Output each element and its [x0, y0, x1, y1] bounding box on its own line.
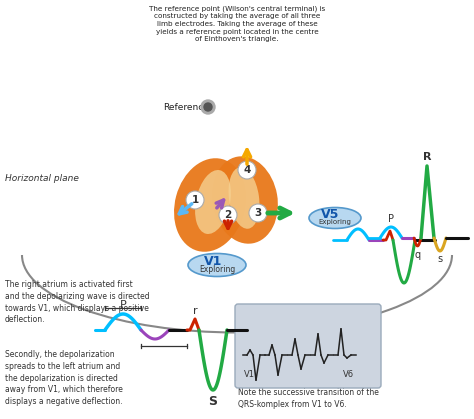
Text: The right atrium is activated first
and the depolarizing wave is directed
toward: The right atrium is activated first and …	[5, 280, 150, 324]
Text: V5: V5	[321, 207, 339, 220]
Text: R: R	[423, 152, 431, 162]
Text: 2: 2	[224, 210, 232, 220]
Text: S: S	[209, 395, 218, 408]
Text: V1: V1	[244, 370, 255, 379]
Text: Reference: Reference	[163, 103, 209, 111]
Text: r: r	[193, 306, 197, 316]
Text: The reference point (Wilson's central terminal) is
constructed by taking the ave: The reference point (Wilson's central te…	[149, 5, 325, 42]
Ellipse shape	[195, 170, 231, 234]
Ellipse shape	[309, 207, 361, 228]
Ellipse shape	[228, 167, 259, 229]
Text: s: s	[438, 254, 443, 264]
Text: Note the successive transition of the
QRS-komplex from V1 to V6.: Note the successive transition of the QR…	[238, 388, 379, 409]
Text: 4: 4	[243, 165, 251, 175]
Circle shape	[238, 161, 256, 179]
Text: P: P	[355, 216, 361, 226]
Circle shape	[186, 191, 204, 209]
Ellipse shape	[174, 158, 246, 252]
Text: V6: V6	[343, 370, 354, 379]
Text: q: q	[415, 250, 421, 260]
Text: Exploring: Exploring	[319, 219, 351, 225]
Text: Horizontal plane: Horizontal plane	[5, 173, 79, 183]
Text: Secondly, the depolarization
spreads to the left atrium and
the depolarization i: Secondly, the depolarization spreads to …	[5, 350, 123, 406]
Circle shape	[249, 204, 267, 222]
Text: 3: 3	[255, 208, 262, 218]
Circle shape	[219, 206, 237, 224]
Text: Exploring: Exploring	[199, 264, 235, 274]
Circle shape	[201, 100, 215, 114]
Text: V1: V1	[204, 254, 222, 267]
FancyBboxPatch shape	[235, 304, 381, 388]
Circle shape	[204, 103, 212, 111]
Ellipse shape	[188, 253, 246, 277]
Ellipse shape	[212, 156, 278, 244]
Text: 1: 1	[191, 195, 199, 205]
Text: P: P	[119, 300, 127, 310]
Text: P: P	[388, 214, 394, 224]
